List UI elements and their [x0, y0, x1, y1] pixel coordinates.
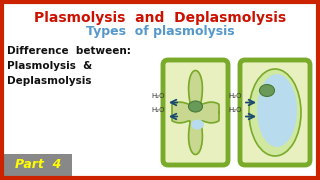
Polygon shape [172, 71, 219, 154]
Ellipse shape [249, 69, 301, 156]
FancyBboxPatch shape [240, 60, 310, 165]
Ellipse shape [257, 74, 297, 147]
Text: Difference  between:
Plasmolysis  &
Deplasmolysis: Difference between: Plasmolysis & Deplas… [7, 46, 131, 86]
Ellipse shape [191, 120, 204, 129]
Text: H₂O: H₂O [151, 93, 165, 98]
Text: Part  4: Part 4 [15, 159, 61, 172]
FancyBboxPatch shape [163, 60, 228, 165]
Bar [4, 154, 72, 176]
Text: H₂O: H₂O [228, 107, 242, 112]
Text: H₂O: H₂O [228, 93, 242, 98]
Text: H₂O: H₂O [151, 107, 165, 112]
Ellipse shape [260, 84, 275, 96]
Text: Types  of plasmolysis: Types of plasmolysis [86, 24, 234, 37]
Ellipse shape [188, 101, 203, 112]
Text: Plasmolysis  and  Deplasmolysis: Plasmolysis and Deplasmolysis [34, 11, 286, 25]
